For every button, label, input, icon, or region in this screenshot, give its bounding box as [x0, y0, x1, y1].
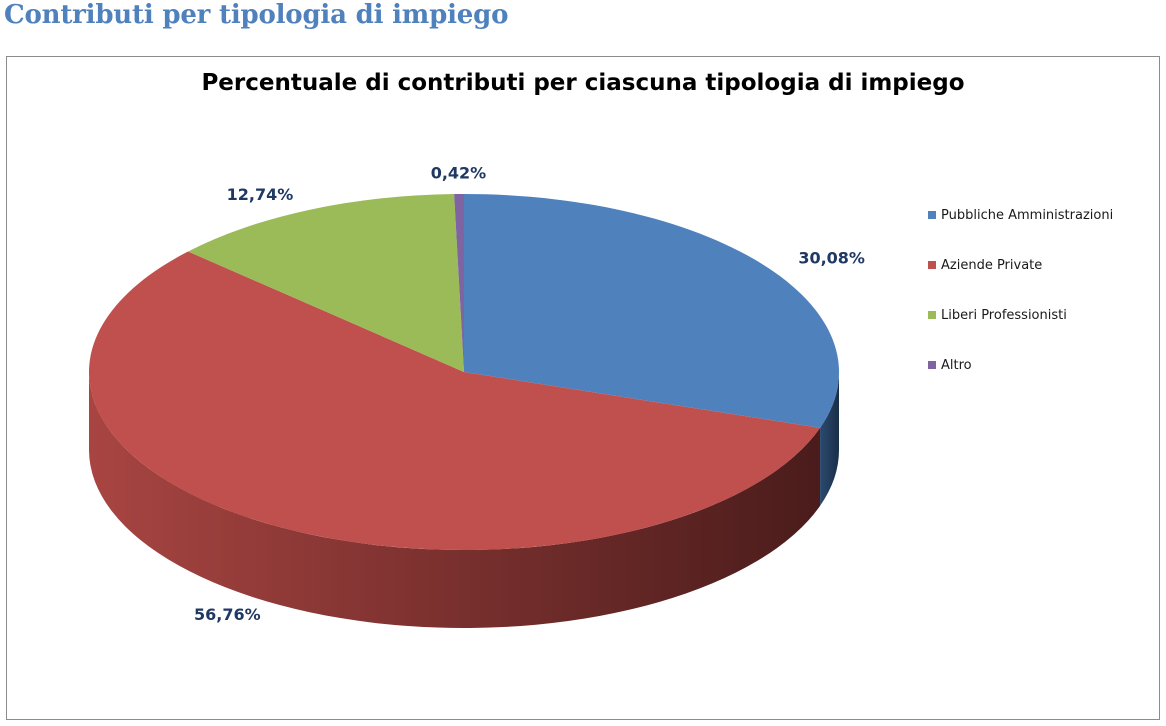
- pie-slice-1: [89, 251, 821, 551]
- legend-label: Liberi Professionisti: [941, 308, 1067, 323]
- pie-labels: 30,08% 56,76% 12,74% 0,42%: [194, 164, 865, 625]
- legend-item: Pubbliche Amministrazioni: [928, 208, 1113, 223]
- pie-slice-0: [464, 194, 839, 428]
- data-label-3: 0,42%: [431, 164, 487, 183]
- data-label-0: 30,08%: [798, 248, 865, 267]
- legend-swatch: [928, 211, 936, 219]
- legend-label: Altro: [941, 358, 972, 373]
- pie-sides: [88, 372, 839, 628]
- legend-label: Aziende Private: [941, 258, 1043, 273]
- legend-label: Pubbliche Amministrazioni: [941, 208, 1114, 223]
- legend-swatch: [928, 361, 936, 369]
- legend-item: Liberi Professionisti: [928, 308, 1067, 323]
- page-heading: Contributi per tipologia di impiego: [4, 0, 509, 30]
- pie-slice-3: [454, 194, 464, 372]
- pie-tops: [89, 194, 839, 551]
- legend-swatch: [928, 261, 936, 269]
- pie-side-0: [820, 372, 839, 506]
- data-label-1: 56,76%: [194, 605, 261, 624]
- legend-item: Aziende Private: [928, 258, 1042, 273]
- data-label-2: 12,74%: [227, 185, 294, 204]
- legend-swatch: [928, 311, 936, 319]
- pie-slice-2: [188, 194, 464, 372]
- legend-item: Altro: [928, 358, 972, 373]
- chart-title: Percentuale di contributi per ciascuna t…: [201, 70, 965, 96]
- pie-side-1: [88, 372, 821, 628]
